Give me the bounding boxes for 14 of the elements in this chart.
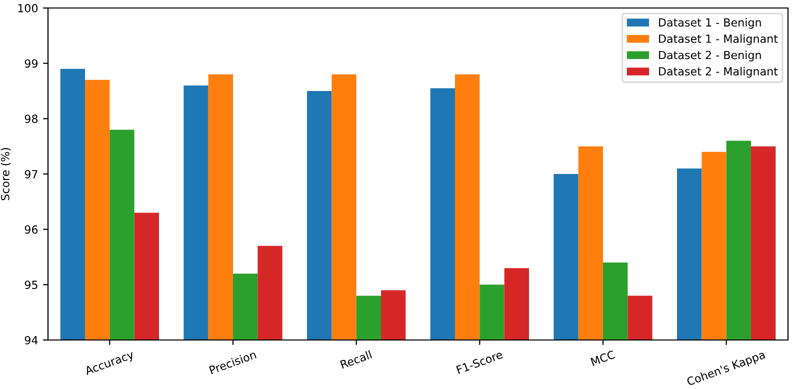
legend-label: Dataset 1 - Malignant [659,34,778,46]
x-tick-label: MCC [590,350,616,366]
y-tick-label: 99 [24,59,38,68]
legend-label: Dataset 1 - Benign [659,18,761,29]
y-tick-label: 96 [24,225,38,234]
y-tick-label: 98 [24,114,38,124]
y-tick-label: 97 [24,170,38,178]
y-axis-title: Score (%) [0,148,11,200]
y-tick-label: 95 [24,280,38,290]
legend-label: Dataset 2 - Benign [659,50,761,62]
x-tick-label: Recall [340,350,372,369]
legend-label: Dataset 2 - Malignant [659,66,778,78]
y-tick-label: 94 [24,336,38,344]
y-tick-label: 100 [18,4,38,12]
